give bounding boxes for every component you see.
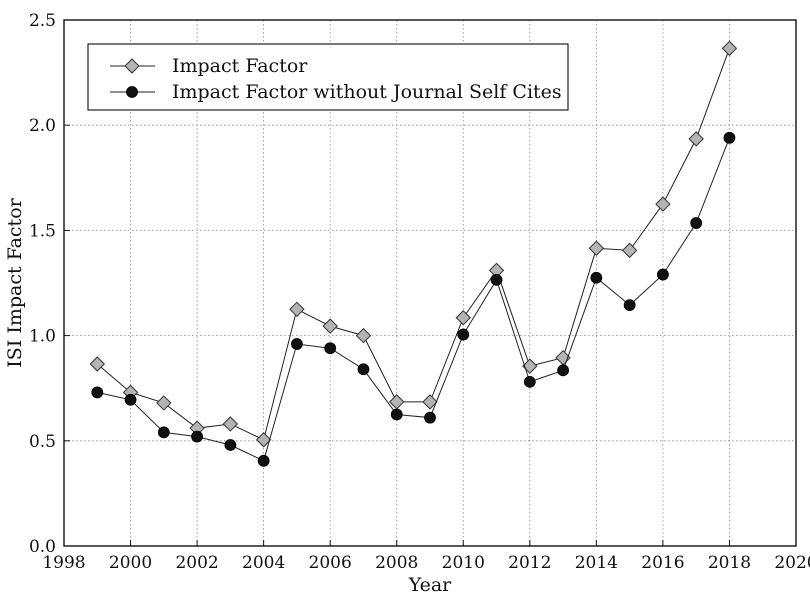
x-tick-label: 2018 [708, 553, 751, 573]
data-point [91, 386, 104, 399]
x-axis-title: Year [408, 574, 452, 594]
data-point [590, 271, 603, 284]
data-point [657, 268, 669, 281]
legend-label-without-self-cites: Impact Factor without Journal Self Cites [172, 81, 562, 103]
data-point [723, 131, 736, 144]
data-point [357, 363, 370, 376]
data-point [690, 217, 703, 229]
data-point [390, 408, 403, 421]
data-point [291, 338, 303, 350]
legend-marker [124, 58, 140, 74]
data-point [655, 196, 671, 212]
x-tick-label: 2004 [242, 553, 285, 573]
legend-marker [126, 86, 138, 98]
legend: Impact Factor Impact Factor without Jour… [87, 43, 569, 111]
data-point [621, 242, 638, 259]
data-point [424, 411, 436, 424]
data-point [557, 364, 569, 377]
data-point [255, 432, 272, 448]
x-tick-label: 2008 [375, 553, 418, 573]
legend-label-impact-factor: Impact Factor [172, 55, 308, 77]
x-tick-label: 2002 [175, 553, 218, 573]
data-point [389, 394, 405, 410]
data-point [89, 356, 105, 372]
data-point [490, 273, 503, 286]
data-point [523, 375, 536, 388]
legend-box [87, 43, 569, 111]
y-tick-label: 1.0 [29, 327, 56, 347]
plot-frame [63, 19, 797, 547]
data-point [124, 393, 137, 406]
data-point [623, 299, 636, 311]
x-tick-label: 2012 [508, 553, 551, 573]
series-line [97, 137, 730, 462]
data-point [257, 454, 270, 467]
data-point [688, 131, 704, 147]
legend-marker-without-self-cites [126, 86, 138, 98]
data-point [191, 430, 203, 443]
y-tick-label: 0.0 [29, 537, 56, 557]
data-point [457, 328, 470, 341]
x-tick-label: 2014 [575, 553, 618, 573]
legend-marker-impact-factor [124, 58, 140, 74]
y-tick-label: 1.5 [29, 221, 56, 241]
y-tick-label: 2.0 [29, 116, 56, 136]
x-tick-label: 2016 [641, 553, 684, 573]
series-without-self-cites [91, 131, 736, 467]
y-tick-label: 0.5 [29, 432, 56, 452]
data-point [324, 342, 337, 355]
x-tick-label: 2010 [442, 553, 485, 573]
data-point [588, 240, 605, 256]
data-point [455, 310, 471, 326]
data-point [355, 327, 372, 344]
data-point [222, 416, 239, 432]
tick-labels: 1998 2000 2002 2004 2006 2008 2010 2012 2014 2016… [29, 11, 810, 573]
data-point [422, 394, 438, 410]
x-tick-label: 1998 [42, 553, 85, 573]
data-point [322, 318, 338, 334]
x-tick-label: 2006 [309, 553, 352, 573]
data-point [721, 40, 738, 57]
y-axis-title: ISI Impact Factor [4, 197, 26, 367]
y-tick-label: 2.5 [29, 11, 56, 31]
series-layer [89, 40, 738, 467]
data-point [156, 395, 172, 411]
x-tick-label: 2000 [109, 553, 152, 573]
data-point [157, 426, 170, 439]
data-point [224, 439, 237, 451]
data-point [289, 301, 305, 318]
